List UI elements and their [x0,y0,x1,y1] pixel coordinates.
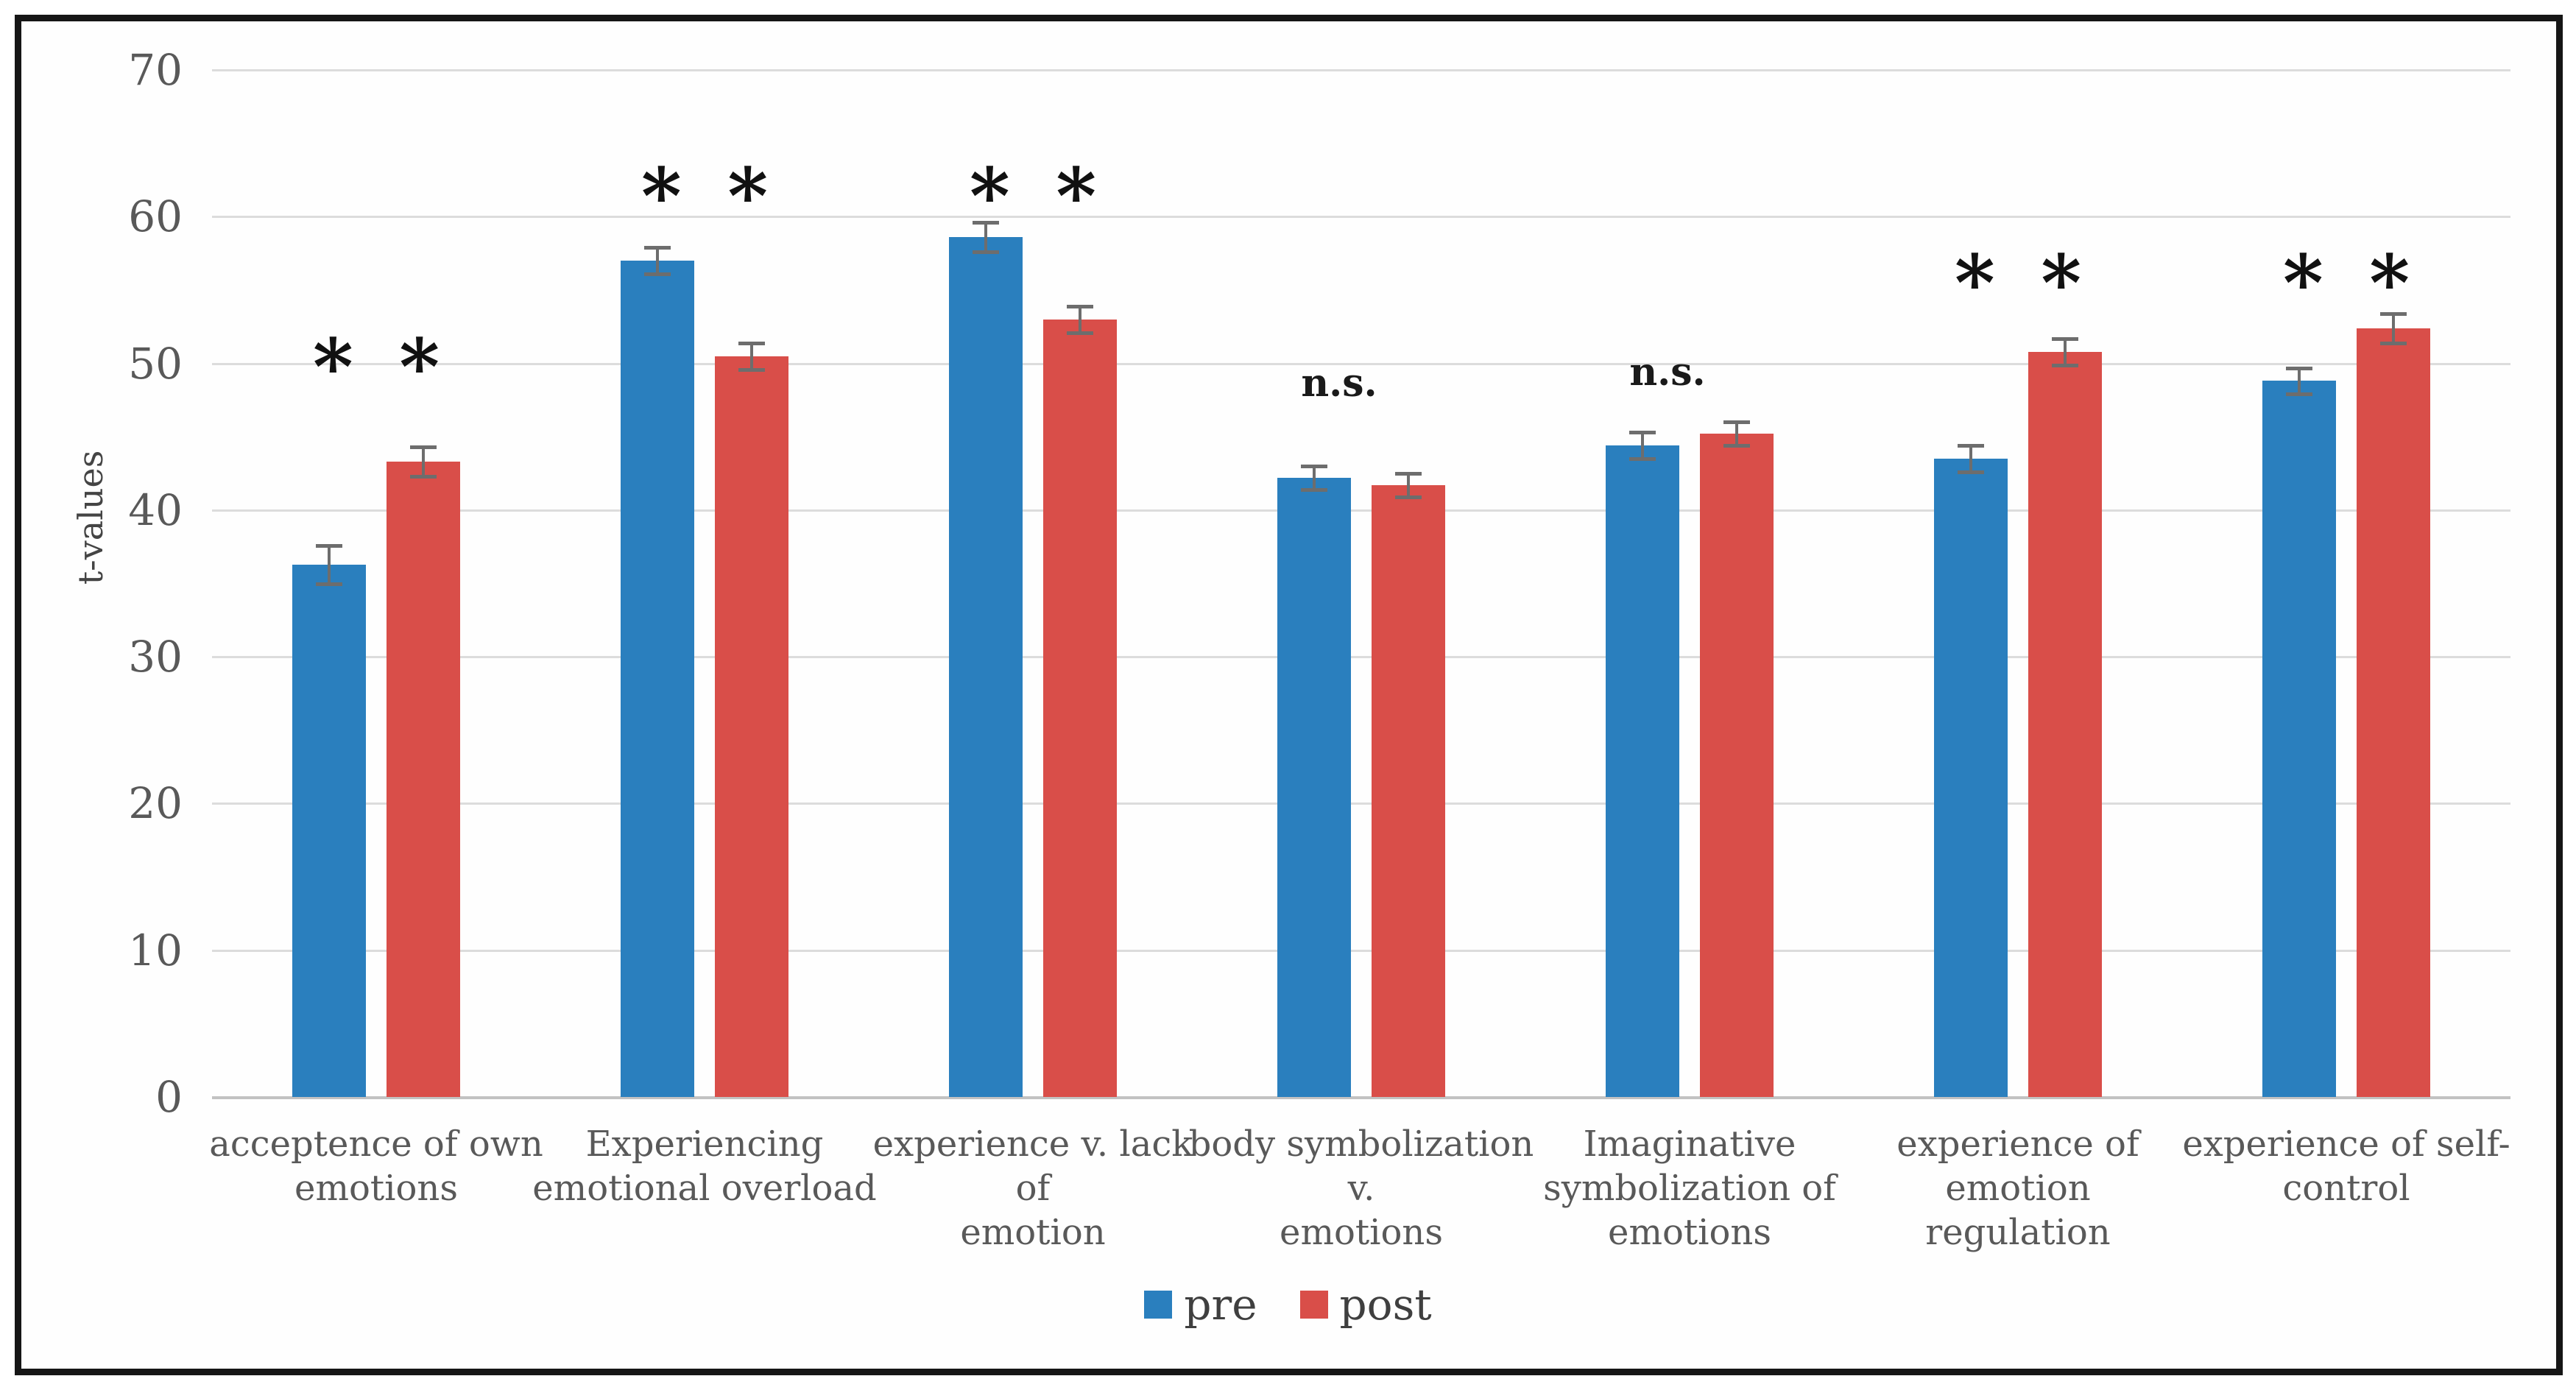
gridline-60 [212,216,2510,219]
error-bar-cap-bottom [1301,487,1327,492]
y-tick-label-40: 40 [128,484,183,535]
bar-pre-6 [1934,459,2008,1097]
bar-pre-2 [621,261,694,1097]
category-label-2: Experiencing emotional overload [532,1123,877,1209]
error-bar-cap-bottom [2380,341,2407,345]
error-bar-cap-top [738,341,765,345]
bar-pre-1 [292,564,366,1097]
error-bar-cap-bottom [644,272,671,276]
legend-swatch-pre [1144,1291,1173,1319]
error-bar-cap-top [2052,336,2078,341]
legend-item-pre: pre [1144,1283,1257,1327]
significance-marker-6: * * [1954,237,2082,328]
category-label-1: acceptence of own emotions [209,1123,543,1209]
error-bar-line [656,247,659,274]
error-bar-cap-top [1629,431,1656,435]
error-bar-cap-top [644,246,671,250]
category-label-6: experience of emotion regulation [1896,1123,2139,1253]
error-bar-cap-bottom [1067,331,1093,335]
error-bar-line [422,447,425,476]
error-bar-line [2064,338,2067,365]
error-bar-line [328,545,331,584]
error-bar-cap-bottom [738,367,765,372]
significance-marker-1: * * [312,320,440,412]
bar-pre-4 [1277,478,1351,1097]
bar-post-2 [715,356,788,1097]
category-label-5: Imaginative symbolization of emotions [1543,1123,1836,1253]
error-bar-cap-bottom [316,582,342,586]
y-tick-label-30: 30 [128,632,183,682]
error-bar-cap-top [1395,472,1422,476]
error-bar-line [2298,367,2301,395]
bar-post-7 [2357,328,2430,1097]
bar-pre-5 [1606,445,1679,1097]
gridline-40 [212,509,2510,512]
bar-pre-7 [2262,381,2336,1097]
error-bar-cap-top [410,445,437,450]
bar-post-1 [387,462,460,1097]
error-bar-cap-top [1067,304,1093,308]
bar-post-4 [1372,484,1445,1097]
error-bar-line [1641,432,1644,459]
y-tick-label-0: 0 [155,1072,183,1122]
x-axis-line [212,1096,2510,1099]
error-bar-cap-bottom [1629,457,1656,462]
category-label-7: experience of self-control [2182,1123,2510,1209]
error-bar-line [1079,306,1081,333]
error-bar-cap-bottom [2286,392,2312,397]
error-bar-cap-bottom [1958,470,1984,475]
error-bar-cap-top [2380,311,2407,316]
error-bar-line [750,342,753,370]
legend-swatch-post [1299,1291,1328,1319]
error-bar-cap-bottom [410,475,437,479]
legend-item-post: post [1299,1280,1432,1330]
error-bar-cap-top [1301,465,1327,469]
error-bar-cap-bottom [1395,495,1422,499]
bar-pre-3 [949,237,1023,1097]
bar-post-5 [1700,434,1774,1097]
gridline-10 [212,949,2510,952]
significance-marker-7: * * [2282,237,2410,328]
category-label-3: experience v. lack of emotion [872,1123,1193,1253]
gridline-50 [212,362,2510,365]
chart-legend: pre post [0,1283,2576,1327]
y-tick-label-20: 20 [128,778,183,829]
error-bar-cap-top [2286,366,2312,370]
error-bar-line [2392,313,2395,343]
error-bar-cap-top [1723,420,1750,425]
gridline-20 [212,802,2510,805]
error-bar-line [1969,445,1972,473]
error-bar-cap-bottom [973,250,999,255]
error-bar-cap-bottom [1723,444,1750,448]
legend-label-pre: pre [1184,1280,1257,1330]
error-bar-cap-top [316,543,342,548]
category-label-4: body symbolization v. emotions [1188,1123,1534,1253]
y-tick-label-70: 70 [128,45,183,95]
error-bar-cap-top [1958,444,1984,448]
significance-marker-3: * * [969,150,1097,242]
significance-marker-4: n.s. [1301,361,1377,406]
error-bar-line [1407,473,1410,497]
significance-marker-2: * * [641,150,769,242]
bar-post-6 [2028,351,2102,1097]
error-bar-line [1313,466,1316,490]
legend-label-post: post [1339,1280,1432,1330]
gridline-30 [212,656,2510,659]
error-bar-cap-bottom [2052,363,2078,367]
significance-marker-5: n.s. [1629,349,1706,395]
error-bar-line [984,222,987,253]
error-bar-line [1735,422,1738,446]
y-tick-label-60: 60 [128,191,183,242]
bar-post-3 [1043,319,1117,1097]
y-tick-label-50: 50 [128,338,183,389]
y-tick-label-10: 10 [128,925,183,976]
error-bar-cap-top [973,221,999,225]
gridline-70 [212,69,2510,71]
